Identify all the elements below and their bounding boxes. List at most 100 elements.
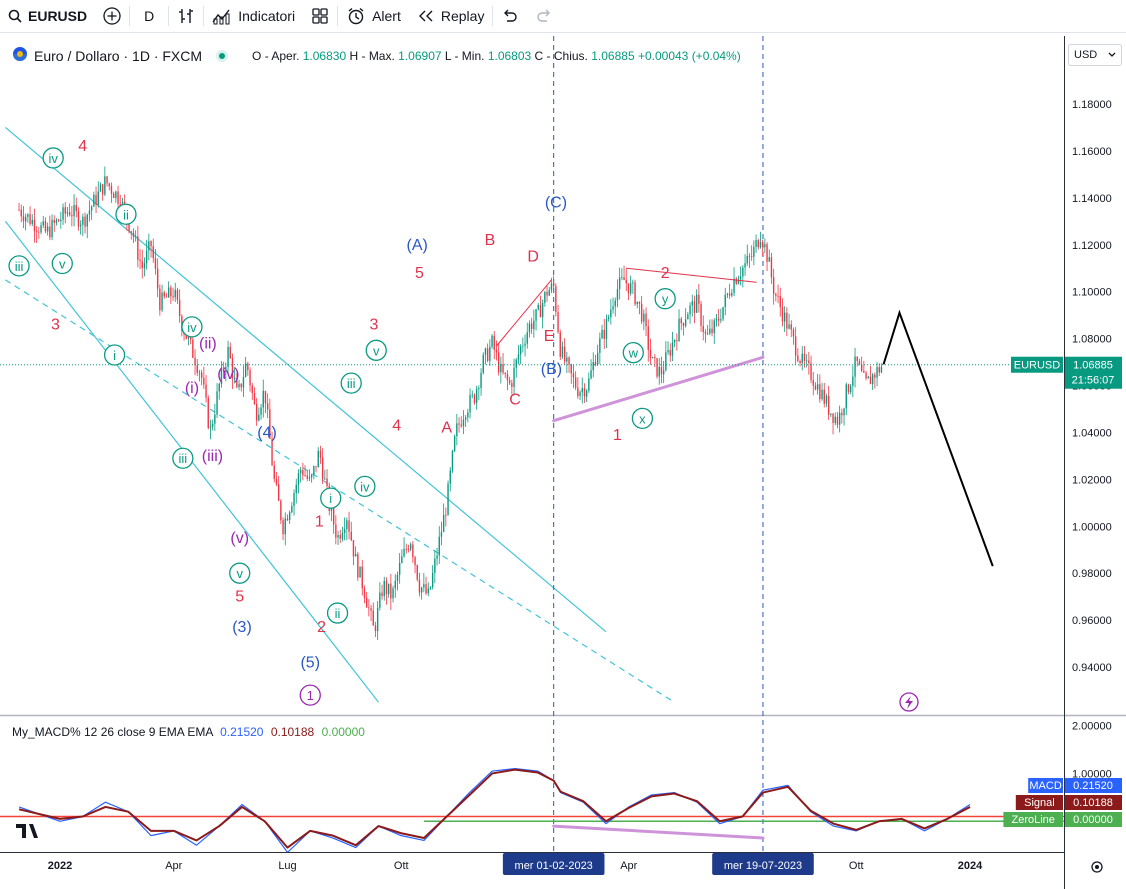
candle-body [79,224,82,227]
candle-body [363,588,366,598]
candle-body [317,450,319,468]
candle-body [561,346,564,357]
wave-circle [340,372,362,394]
wave-label: (4) [257,424,277,441]
candle-body [605,319,608,339]
candle-body [416,565,418,580]
candle-body [284,518,286,535]
candle-body [88,210,91,215]
candle-body [247,363,249,371]
candle-body [357,554,359,578]
candle-body [607,317,610,320]
indicators-icon [212,7,232,25]
candle-body [137,236,139,260]
add-symbol-button[interactable] [95,0,129,32]
candle-body [269,409,271,439]
projection-path [882,309,994,567]
symbol-badge-label: EURUSD [1014,360,1061,372]
wave-label: 1 [315,514,324,531]
layouts-button[interactable] [303,0,337,32]
candle-body [326,478,328,487]
toolbar-divider [492,6,494,26]
currency-select[interactable]: USD [1068,44,1122,66]
candle-body [418,579,421,593]
redo-icon [535,9,553,23]
candle-body [678,318,680,342]
candle-body [436,555,438,559]
candle-body [722,306,724,320]
candle-body [412,544,414,558]
candle-body [40,225,42,233]
candle-body [735,278,737,284]
close-value: 1.06885 [591,48,635,63]
interval-button[interactable]: D [130,0,168,32]
wave-label: A [441,420,452,437]
macd-divergence-line [552,824,765,840]
wave-label: ii [335,606,341,621]
candle-body [181,316,183,331]
wave-label: E [544,328,555,345]
candle-body [511,383,513,387]
candle-body [541,303,544,318]
indicators-button[interactable]: Indicatori [204,0,303,32]
candle-body [187,336,190,339]
currency-value: USD [1074,49,1098,61]
x-tick-label: mer 01-02-2023 [515,860,593,872]
symbol-search[interactable]: EURUSD [0,0,95,32]
candle-body [178,299,181,317]
candle-body [73,205,75,217]
y-tick-label: 1.02000 [1072,474,1112,486]
undo-button[interactable] [493,0,527,32]
macd-badge-value-bg [1065,795,1122,810]
candle-body [656,358,658,377]
x-tick-label: mer 19-07-2023 [724,860,802,872]
chart-type-button[interactable] [169,0,203,32]
candle-body [22,216,25,222]
candle-body [112,193,115,199]
candle-body [830,413,832,415]
candle-body [60,219,62,222]
candle-body [24,216,27,222]
candle-body [44,221,47,232]
candle-body [394,580,396,589]
candle-body [253,393,256,404]
candle-body [200,372,203,378]
macd-y-tick-label: 1.00000 [1072,768,1112,780]
replay-button[interactable]: Replay [409,0,493,32]
wave-label: 1 [613,427,622,444]
redo-button[interactable] [527,0,561,32]
chevron-down-icon [1108,49,1116,61]
interval-label: D [144,8,155,24]
candle-body [530,323,533,330]
candle-body [643,313,645,322]
candle-body [764,244,766,248]
candle-body [660,366,663,375]
last-price-badge [1065,356,1122,389]
candle-body [792,329,795,337]
candle-body [770,257,773,278]
macd-badge-value: 0.00000 [1073,814,1113,826]
x-tick-label: 2024 [958,860,983,872]
candle-body [427,588,429,594]
candle-body [264,390,267,404]
candle-body [156,268,159,289]
candle-body [172,296,174,298]
candle-body [84,216,86,227]
candle-body [99,184,102,192]
candle-body [337,534,339,538]
alert-button[interactable]: Alert [338,0,409,32]
candle-body [456,423,458,437]
macd-badge-label: MACD [1029,780,1061,792]
top-toolbar: EURUSD D Indicatori Alert Replay [0,0,1126,33]
vertical-dashed-lines [553,36,764,852]
y-tick-label: 1.00000 [1072,521,1112,533]
candle-body [163,292,165,297]
candle-body [570,364,572,374]
wave-circle [115,203,137,225]
last-price-value: 1.06885 [1073,360,1113,372]
candle-body [401,556,403,563]
candle-body [621,277,623,279]
candle-body [445,514,447,516]
candle-body [251,385,253,394]
